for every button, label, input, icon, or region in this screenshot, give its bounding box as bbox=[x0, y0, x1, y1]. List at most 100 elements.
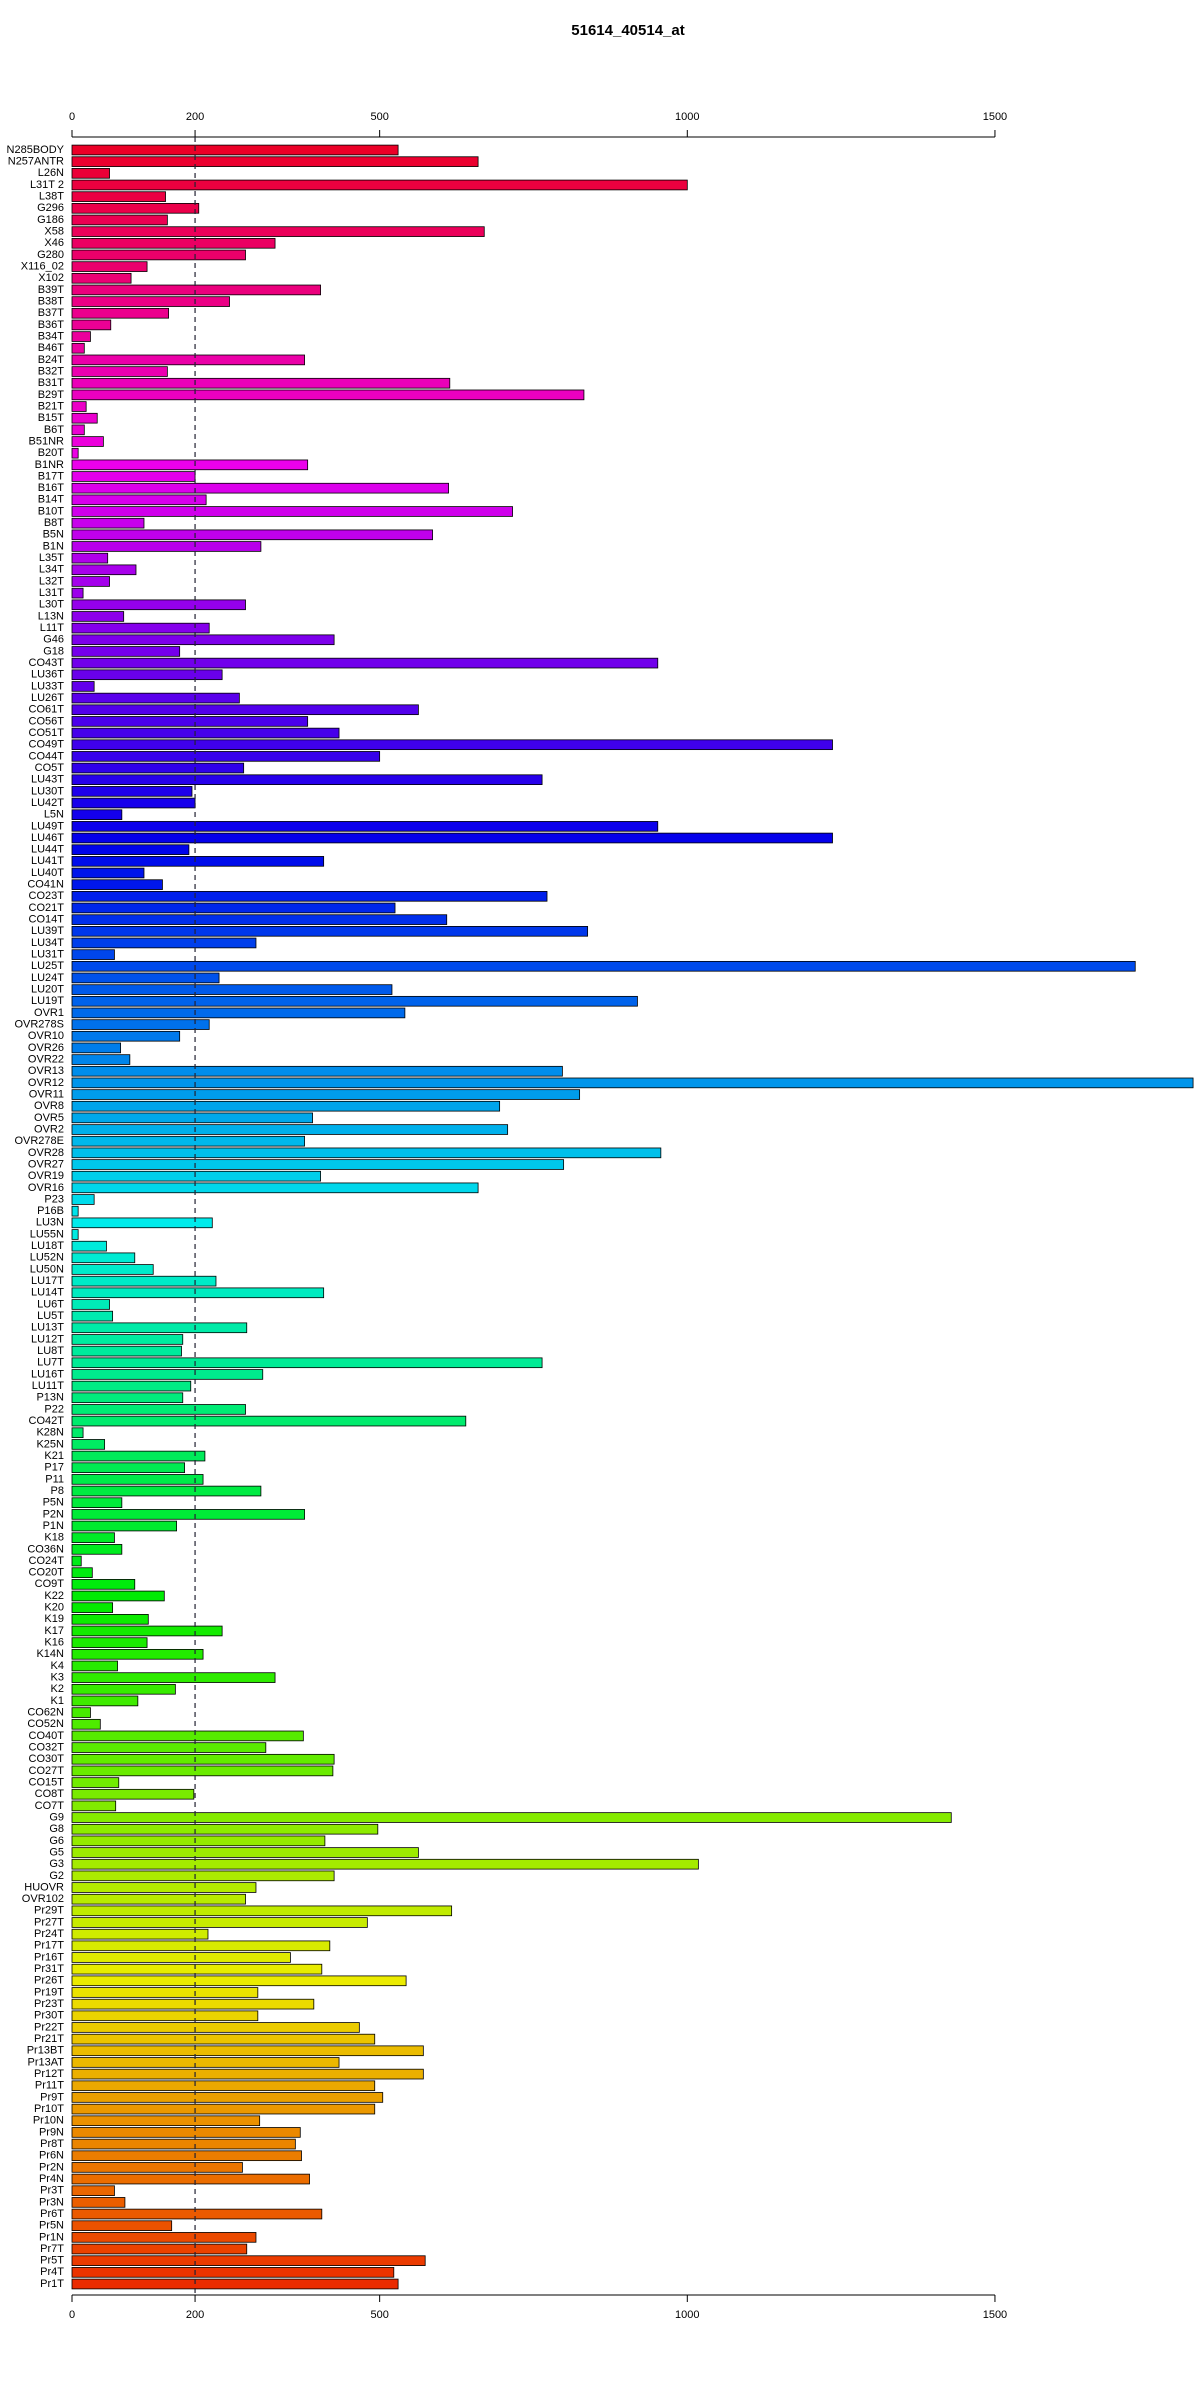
bar bbox=[71, 529, 433, 541]
y-tick-label: K21 bbox=[44, 1450, 64, 1462]
y-tick-label: Pr6N bbox=[39, 2150, 64, 2162]
y-tick-label: P2N bbox=[43, 1508, 64, 1520]
bar bbox=[71, 832, 833, 844]
y-tick-label: G18 bbox=[43, 645, 64, 657]
bar bbox=[71, 1439, 106, 1450]
x-tick-label: 200 bbox=[186, 111, 204, 123]
bar bbox=[71, 1322, 248, 1334]
y-tick-label: K17 bbox=[44, 1625, 64, 1637]
bar bbox=[71, 2243, 248, 2255]
bar bbox=[71, 307, 170, 319]
y-tick-label: LU6T bbox=[37, 1298, 64, 1310]
y-tick-label: X46 bbox=[44, 237, 64, 249]
bar bbox=[71, 2255, 426, 2266]
bar bbox=[71, 1625, 223, 1637]
y-tick-label: Pr9T bbox=[40, 2091, 64, 2103]
bar bbox=[71, 704, 419, 716]
y-tick-label: CO9T bbox=[35, 1578, 65, 1590]
bar bbox=[71, 1742, 267, 1753]
y-tick-label: Pr3T bbox=[40, 2185, 64, 2197]
y-tick-label: LU33T bbox=[31, 680, 64, 692]
y-tick-label: Pr12T bbox=[34, 2068, 64, 2080]
y-tick-label: CO30T bbox=[29, 1753, 65, 1765]
bar bbox=[71, 2162, 243, 2173]
y-tick-label: Pr8T bbox=[40, 2138, 64, 2150]
y-tick-label: Pr23T bbox=[34, 1998, 64, 2010]
y-tick-label: OVR1 bbox=[34, 1007, 64, 1019]
y-tick-label: B20T bbox=[38, 447, 65, 459]
y-tick-label: LU16T bbox=[31, 1368, 64, 1380]
x-tick-label: 0 bbox=[69, 2309, 75, 2321]
bar bbox=[71, 1683, 176, 1695]
bar bbox=[71, 1847, 419, 1858]
y-tick-label: P8 bbox=[51, 1485, 64, 1497]
y-tick-label: G8 bbox=[49, 1823, 64, 1835]
bar bbox=[71, 1753, 335, 1765]
bar bbox=[71, 1240, 107, 1252]
bar bbox=[71, 1544, 123, 1555]
bar bbox=[71, 2150, 302, 2162]
bar bbox=[71, 972, 220, 984]
bar bbox=[71, 576, 110, 587]
bar bbox=[71, 1579, 136, 1590]
bar bbox=[71, 1474, 204, 1485]
y-tick-label: LU44T bbox=[31, 844, 64, 856]
bar bbox=[71, 622, 210, 634]
y-tick-label: LU13T bbox=[31, 1322, 64, 1334]
y-tick-label: LU12T bbox=[31, 1333, 64, 1345]
bar bbox=[71, 144, 399, 156]
y-tick-label: G9 bbox=[49, 1811, 64, 1823]
bar bbox=[71, 564, 137, 576]
x-tick-label: 500 bbox=[370, 2309, 388, 2321]
bar bbox=[71, 657, 659, 669]
bar bbox=[71, 867, 145, 879]
y-tick-label: P23 bbox=[44, 1193, 64, 1205]
y-tick-label: B38T bbox=[38, 296, 65, 308]
bar bbox=[71, 366, 168, 377]
bar bbox=[71, 1800, 117, 1812]
bar bbox=[71, 541, 262, 552]
x-tick-label: 1000 bbox=[675, 111, 699, 123]
bar bbox=[71, 1287, 325, 1299]
bar bbox=[71, 2138, 296, 2150]
y-tick-label: LU49T bbox=[31, 820, 64, 832]
y-tick-label: HUOVR bbox=[24, 1881, 64, 1893]
x-tick-label: 1500 bbox=[983, 111, 1007, 123]
y-tick-label: B29T bbox=[38, 389, 65, 401]
y-tick-label: CO14T bbox=[29, 914, 65, 926]
bar bbox=[71, 191, 166, 202]
x-tick-label: 200 bbox=[186, 2309, 204, 2321]
y-tick-label: LU8T bbox=[37, 1345, 64, 1357]
bar bbox=[71, 249, 246, 261]
y-tick-label: OVR19 bbox=[28, 1170, 64, 1182]
bar bbox=[71, 1718, 101, 1730]
y-tick-label: P5N bbox=[43, 1497, 64, 1509]
y-tick-label: Pr7T bbox=[40, 2243, 64, 2255]
y-tick-label: Pr17T bbox=[34, 1940, 64, 1952]
y-tick-label: LU50N bbox=[30, 1263, 64, 1275]
y-tick-label: K18 bbox=[44, 1532, 64, 1544]
bar bbox=[71, 984, 393, 995]
bar bbox=[71, 1415, 467, 1427]
bar bbox=[71, 669, 223, 681]
bar bbox=[71, 1963, 323, 1975]
y-tick-label: OVR2 bbox=[34, 1123, 64, 1135]
y-tick-label: Pr26T bbox=[34, 1975, 64, 1987]
y-tick-label: Pr31T bbox=[34, 1963, 64, 1975]
y-tick-label: CO41N bbox=[27, 879, 64, 891]
y-tick-label: CO24T bbox=[29, 1555, 65, 1567]
y-tick-label: Pr13BT bbox=[27, 2045, 65, 2057]
bar bbox=[71, 1555, 82, 1567]
bar bbox=[71, 2185, 115, 2197]
bar bbox=[71, 284, 321, 296]
y-tick-label: P22 bbox=[44, 1403, 64, 1415]
y-tick-label: G280 bbox=[37, 249, 64, 261]
bar bbox=[71, 809, 123, 820]
bar bbox=[71, 1345, 182, 1357]
bar bbox=[71, 1100, 501, 1112]
y-tick-label: CO8T bbox=[35, 1788, 65, 1800]
y-tick-label: CO21T bbox=[29, 902, 65, 914]
y-tick-label: K2 bbox=[51, 1683, 64, 1695]
y-tick-label: L13N bbox=[38, 610, 64, 622]
